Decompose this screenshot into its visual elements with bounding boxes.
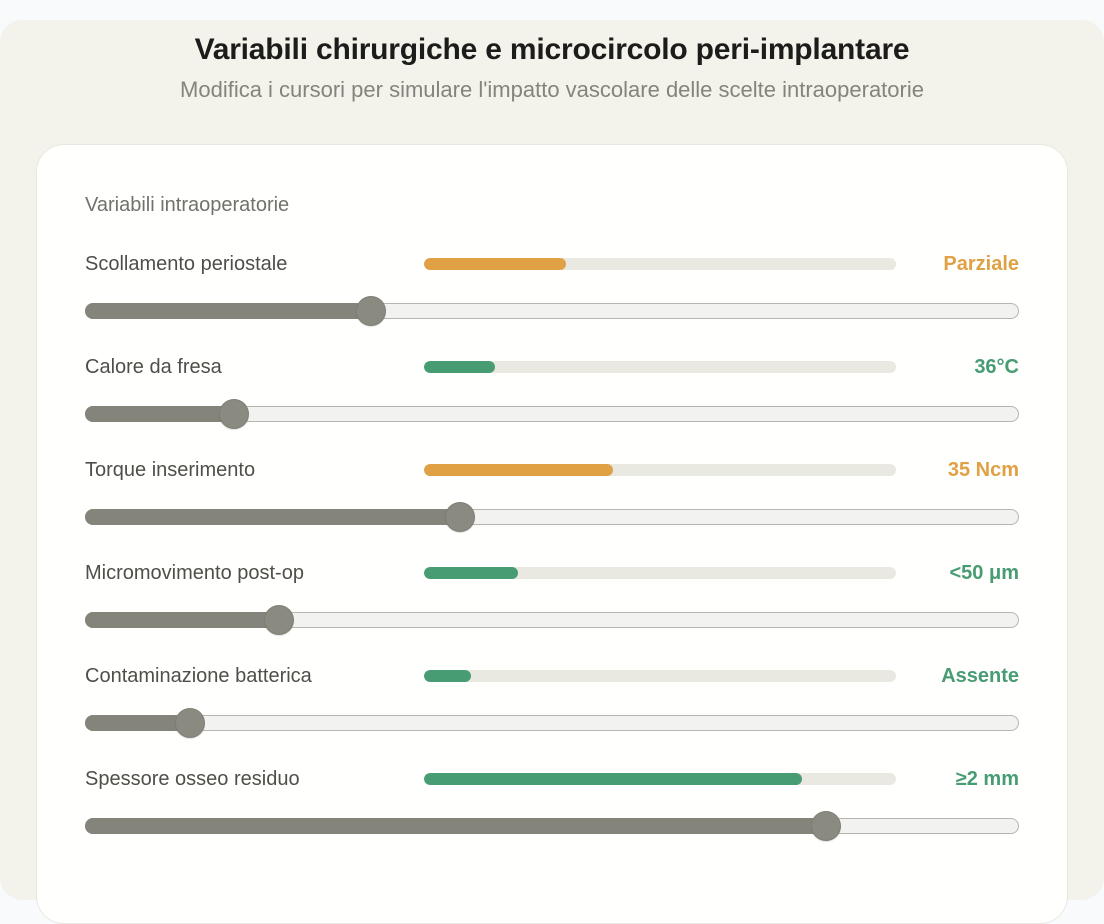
mini-progress-fill: [424, 773, 802, 785]
impact-progress-track: [424, 773, 896, 785]
slider-value: Assente: [941, 664, 1019, 687]
impact-progress-track: [424, 670, 896, 682]
slider-value: 35 Ncm: [947, 458, 1019, 481]
mini-progress-fill: [424, 361, 495, 373]
slider-control[interactable]: [85, 708, 1019, 738]
slider-control[interactable]: [85, 399, 1019, 429]
page-title: Variabili chirurgiche e microcircolo per…: [194, 33, 910, 66]
slider-row: Calore da fresa 36°C: [85, 354, 1019, 429]
slider-fill: [85, 715, 190, 731]
slider-thumb[interactable]: [174, 708, 205, 738]
slider-value: Parziale: [943, 252, 1019, 275]
slider-row-header: Contaminazione batterica Assente: [85, 663, 1019, 689]
mini-progress-fill: [424, 567, 519, 579]
slider-fill: [85, 406, 234, 422]
slider-label: Scollamento periostale: [85, 252, 288, 275]
slider-value: 36°C: [974, 355, 1019, 378]
slider-rows: Scollamento periostale Parziale Calore d…: [85, 251, 1019, 841]
slider-value: ≥2 mm: [955, 767, 1019, 790]
intraoperative-variables-card: Variabili intraoperatorie Scollamento pe…: [36, 144, 1068, 924]
slider-label: Micromovimento post-op: [85, 561, 304, 584]
slider-row-header: Torque inserimento 35 Ncm: [85, 457, 1019, 483]
slider-row-header: Scollamento periostale Parziale: [85, 251, 1019, 277]
slider-row: Micromovimento post-op <50 μm: [85, 560, 1019, 635]
slider-fill: [85, 303, 371, 319]
mini-progress-fill: [424, 670, 472, 682]
page-surface: Variabili chirurgiche e microcircolo per…: [0, 20, 1104, 924]
slider-row-header: Calore da fresa 36°C: [85, 354, 1019, 380]
slider-label: Contaminazione batterica: [85, 664, 312, 687]
slider-control[interactable]: [85, 502, 1019, 532]
slider-control[interactable]: [85, 296, 1019, 326]
mini-progress-fill: [424, 464, 613, 476]
slider-thumb[interactable]: [218, 399, 249, 429]
slider-track[interactable]: [85, 715, 1019, 731]
slider-row: Scollamento periostale Parziale: [85, 251, 1019, 326]
slider-value: <50 μm: [949, 561, 1019, 584]
slider-control[interactable]: [85, 605, 1019, 635]
mini-progress-fill: [424, 258, 566, 270]
slider-row: Contaminazione batterica Assente: [85, 663, 1019, 738]
card-heading: Variabili intraoperatorie: [85, 194, 290, 216]
slider-control[interactable]: [85, 811, 1019, 841]
slider-label: Torque inserimento: [85, 458, 256, 481]
impact-progress-track: [424, 464, 896, 476]
slider-thumb[interactable]: [810, 811, 841, 841]
slider-row: Spessore osseo residuo ≥2 mm: [85, 766, 1019, 841]
slider-label: Spessore osseo residuo: [85, 767, 300, 790]
page-subtitle: Modifica i cursori per simulare l'impatt…: [180, 77, 924, 102]
slider-thumb[interactable]: [445, 502, 476, 532]
slider-row-header: Micromovimento post-op <50 μm: [85, 560, 1019, 586]
slider-fill: [85, 612, 280, 628]
impact-progress-track: [424, 258, 896, 270]
slider-thumb[interactable]: [264, 605, 295, 635]
impact-progress-track: [424, 361, 896, 373]
slider-row-header: Spessore osseo residuo ≥2 mm: [85, 766, 1019, 792]
impact-progress-track: [424, 567, 896, 579]
slider-thumb[interactable]: [355, 296, 386, 326]
slider-fill: [85, 818, 826, 834]
slider-label: Calore da fresa: [85, 355, 222, 378]
slider-fill: [85, 509, 461, 525]
slider-row: Torque inserimento 35 Ncm: [85, 457, 1019, 532]
